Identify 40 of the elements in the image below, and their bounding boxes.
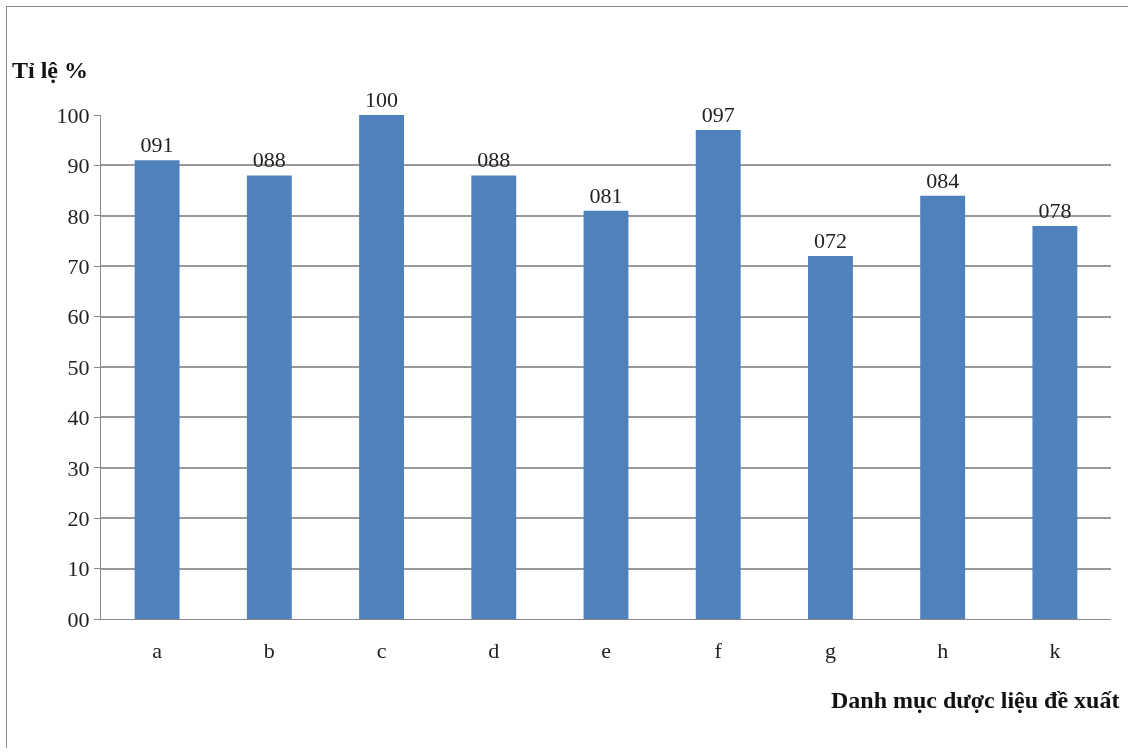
x-tick-label: e — [601, 638, 611, 664]
bar — [1032, 225, 1078, 619]
x-tick-label: d — [488, 638, 500, 664]
bar — [920, 195, 966, 619]
data-label: 100 — [365, 87, 399, 112]
data-label: 088 — [477, 147, 511, 173]
bar — [134, 160, 180, 619]
data-label: 081 — [589, 182, 623, 208]
bar — [359, 115, 404, 619]
data-label: 091 — [140, 132, 174, 158]
y-tick-label: 50 — [67, 354, 90, 380]
x-tick-label: k — [1049, 638, 1061, 664]
x-tick-label: h — [937, 638, 949, 664]
data-label: 088 — [252, 147, 286, 173]
x-tick-label: c — [376, 638, 387, 664]
data-label: 078 — [1038, 197, 1072, 223]
y-tick-label: 60 — [67, 304, 90, 330]
y-tick-label: 30 — [67, 455, 90, 481]
x-tick-label: a — [152, 638, 163, 664]
data-label: 072 — [813, 228, 847, 254]
x-axis-title: Danh mục dược liệu đề xuất — [831, 687, 1120, 713]
bar — [471, 175, 517, 619]
y-tick-label: 70 — [67, 253, 90, 279]
y-tick-label: 80 — [67, 203, 90, 229]
bar — [695, 130, 741, 619]
x-tick-label: g — [824, 638, 836, 664]
x-tick-label: f — [714, 638, 723, 664]
bar — [246, 175, 292, 619]
bar — [583, 210, 629, 619]
y-tick-label: 00 — [67, 606, 90, 632]
data-label: 097 — [701, 102, 735, 128]
data-label: 084 — [926, 167, 960, 193]
x-tick-label: b — [263, 638, 275, 664]
y-tick-label: 100 — [56, 102, 90, 128]
y-tick-label: 10 — [67, 556, 90, 582]
y-tick-label: 40 — [67, 405, 90, 431]
y-tick-label: 20 — [67, 505, 90, 531]
y-tick-label: 90 — [67, 153, 90, 179]
y-axis-title: Tỉ lệ % — [12, 57, 88, 83]
bar — [808, 256, 853, 619]
